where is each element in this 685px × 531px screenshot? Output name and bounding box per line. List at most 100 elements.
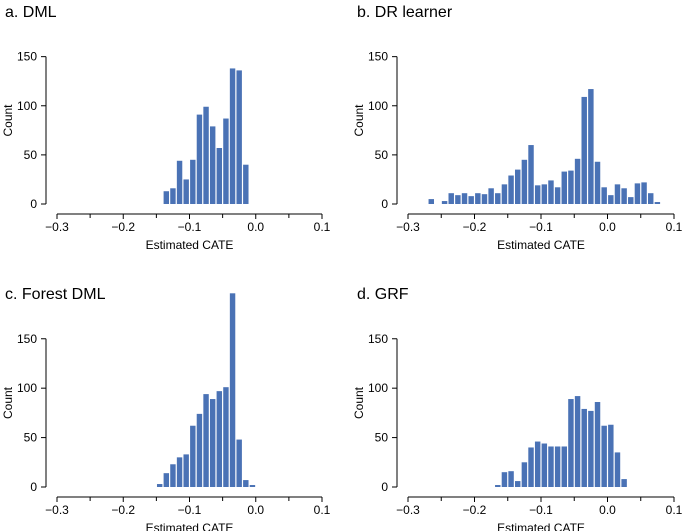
histogram-bar xyxy=(495,485,501,487)
x-tick-label: −0.3 xyxy=(396,220,420,234)
histogram-bar xyxy=(648,193,654,204)
x-tick-label: 0.0 xyxy=(247,503,264,517)
y-tick-label: 0 xyxy=(30,197,37,211)
histogram-bar xyxy=(468,196,474,204)
x-tick-label: 0.1 xyxy=(314,220,331,234)
bar-group xyxy=(163,68,249,205)
histogram-bar xyxy=(521,159,528,204)
x-tick-label: −0.1 xyxy=(178,220,202,234)
x-tick-label: 0.0 xyxy=(599,503,616,517)
histogram-bar xyxy=(236,70,242,205)
y-axis-label: Count xyxy=(352,386,366,419)
histogram-bar xyxy=(170,464,176,487)
x-tick-label: −0.1 xyxy=(178,503,202,517)
y-tick-label: 50 xyxy=(24,431,38,445)
y-tick-label: 50 xyxy=(24,148,38,162)
x-tick-label: −0.1 xyxy=(529,220,553,234)
histogram-bar xyxy=(448,193,454,204)
y-tick-label: 100 xyxy=(17,381,37,395)
histogram-bar xyxy=(554,446,561,487)
histogram-bar xyxy=(601,187,607,204)
x-tick-label: 0.0 xyxy=(599,220,616,234)
histogram-bar xyxy=(163,473,170,487)
histogram-bar xyxy=(216,148,223,204)
histogram-bar xyxy=(190,159,196,204)
histogram-bar xyxy=(475,193,481,204)
histogram-bar xyxy=(495,193,501,204)
histogram-bar xyxy=(581,96,587,204)
y-tick-label: 0 xyxy=(30,480,37,494)
histogram-bar xyxy=(501,184,508,204)
histogram-bar xyxy=(541,184,548,204)
axes: 0 50 100 150 −0.3 −0.2 −0.1 0.0 0.1 xyxy=(17,332,331,517)
histogram-bar xyxy=(608,195,614,204)
histogram-bar xyxy=(190,425,196,487)
x-axis-label: Estimated CATE xyxy=(497,521,585,531)
histogram-bar xyxy=(243,480,249,487)
panel-c: c. Forest DML Count Estimated CATE 0 50 10… xyxy=(1,286,331,531)
panel-title: a. DML xyxy=(5,4,57,21)
panel-title: d. GRF xyxy=(357,286,409,303)
histogram-bar xyxy=(561,171,567,204)
histogram-bar xyxy=(621,188,627,204)
histogram-bar xyxy=(183,179,189,204)
histogram-bar xyxy=(461,193,468,204)
x-tick-label: 0.1 xyxy=(666,503,683,517)
histogram-bar xyxy=(209,399,216,487)
x-axis-label: Estimated CATE xyxy=(497,238,585,252)
x-tick-label: −0.2 xyxy=(463,220,487,234)
histogram-bar xyxy=(243,164,249,204)
histogram-bar xyxy=(588,410,594,487)
y-tick-label: 50 xyxy=(375,431,389,445)
y-tick-label: 0 xyxy=(381,480,388,494)
axes: 0 50 100 150 −0.3 −0.2 −0.1 0.0 0.1 xyxy=(368,332,683,517)
histogram-bar xyxy=(534,185,541,204)
histogram-bar xyxy=(634,183,641,204)
histogram-bar xyxy=(249,485,256,487)
x-tick-label: 0.1 xyxy=(666,220,683,234)
histogram-bar xyxy=(641,182,647,204)
histogram-bar xyxy=(608,424,614,487)
x-tick-label: −0.2 xyxy=(463,503,487,517)
histogram-bar xyxy=(501,472,508,487)
panel-d: d. GRF Count Estimated CATE 0 50 100 150 −0.… xyxy=(352,286,683,531)
histogram-bar xyxy=(196,114,203,204)
histogram-bar xyxy=(508,175,514,204)
histogram-bar xyxy=(581,408,587,487)
histogram-bar xyxy=(223,118,229,204)
y-tick-label: 150 xyxy=(17,50,37,64)
histogram-bar xyxy=(568,399,574,487)
histogram-bar xyxy=(176,160,183,204)
histogram-bar xyxy=(568,170,574,204)
histogram-bar xyxy=(541,443,548,487)
histogram-bar xyxy=(588,89,594,204)
histogram-bar xyxy=(534,441,541,487)
x-tick-label: −0.2 xyxy=(111,220,135,234)
y-axis-label: Count xyxy=(352,104,366,137)
histogram-bar xyxy=(561,446,567,487)
histogram-bar xyxy=(614,184,621,204)
panel-b: b. DR learner Count Estimated CATE 0 50 10… xyxy=(352,4,683,252)
histogram-bar xyxy=(236,439,242,487)
histogram-bar xyxy=(554,187,561,204)
y-axis-label: Count xyxy=(1,386,15,419)
histogram-bar xyxy=(594,161,601,204)
y-tick-label: 150 xyxy=(368,50,388,64)
histogram-bar xyxy=(628,197,634,204)
histogram-bar xyxy=(223,387,229,487)
x-axis-label: Estimated CATE xyxy=(146,238,234,252)
bar-group xyxy=(495,396,627,487)
y-tick-label: 0 xyxy=(381,197,388,211)
histogram-bar xyxy=(574,158,581,204)
y-tick-label: 100 xyxy=(368,99,388,113)
histogram-bar xyxy=(521,462,528,487)
histogram-bar xyxy=(528,145,534,204)
histogram-bar xyxy=(594,402,601,487)
histogram-bar xyxy=(203,106,209,204)
histogram-bar xyxy=(156,484,163,487)
histogram-bar xyxy=(170,188,176,204)
axes: 0 50 100 150 −0.3 −0.2 −0.1 0.0 0.1 xyxy=(368,50,683,234)
histogram-bar xyxy=(176,457,183,487)
panel-a: a. DML Count Estimated CATE 0 50 100 150 −0.… xyxy=(1,4,331,252)
